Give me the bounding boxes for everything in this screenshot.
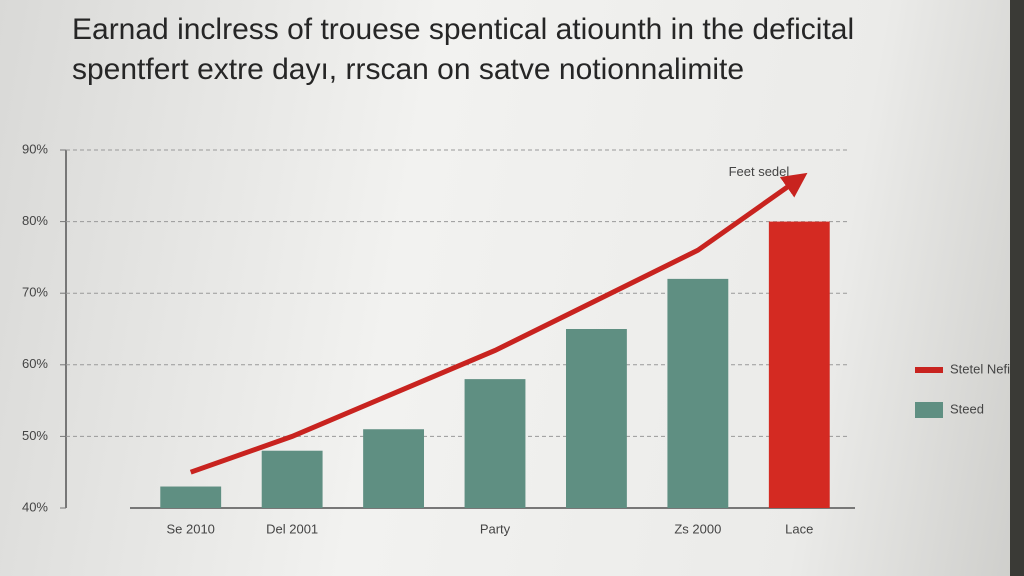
y-tick-label: 90% xyxy=(22,141,48,156)
legend-label: Steed xyxy=(950,401,984,416)
y-tick-label: 60% xyxy=(22,356,48,371)
annotation: Feet sedel xyxy=(729,164,790,179)
y-tick-label: 50% xyxy=(22,428,48,443)
bar xyxy=(768,221,830,508)
bar xyxy=(160,486,222,508)
bar xyxy=(667,278,729,508)
x-tick-label: Del 2001 xyxy=(266,521,318,536)
y-tick-label: 70% xyxy=(22,285,48,300)
chart-title: Earnad inclress of trouese spentical ati… xyxy=(72,13,855,86)
x-tick-label: Lace xyxy=(785,521,813,536)
y-tick-label: 40% xyxy=(22,499,48,514)
legend-swatch xyxy=(915,402,943,418)
x-tick-label: Zs 2000 xyxy=(674,521,721,536)
bar xyxy=(363,429,424,508)
bar xyxy=(261,450,323,508)
x-tick-label: Party xyxy=(480,521,511,536)
bar xyxy=(464,379,526,508)
line xyxy=(189,172,808,475)
legend-label: Stetel Nefinell xyxy=(950,361,1010,376)
bar xyxy=(566,329,627,508)
x-tick-label: Se 2010 xyxy=(166,521,214,536)
y-tick-label: 80% xyxy=(22,213,48,228)
